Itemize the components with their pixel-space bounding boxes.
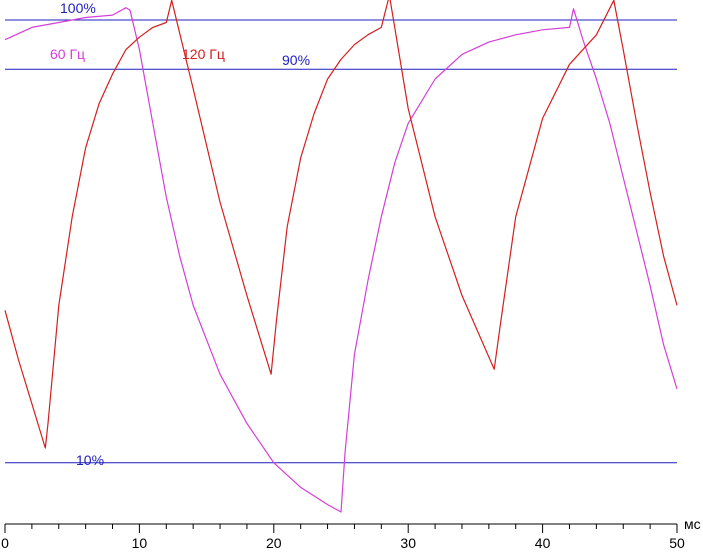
ref-label-100: 100% (60, 0, 96, 16)
legend-label-120hz: 120 Гц (182, 46, 225, 62)
x-tick-label: 40 (535, 535, 551, 551)
x-axis: 0 10 20 30 40 50 (1, 523, 685, 551)
x-tick-label: 0 (1, 535, 9, 551)
ref-label-10: 10% (76, 452, 104, 468)
x-tick-label: 10 (132, 535, 148, 551)
x-tick-label: 20 (266, 535, 282, 551)
series-lines (4, 0, 678, 513)
x-unit-label: мс (684, 516, 701, 532)
series-line-120hz (4, 0, 678, 449)
chart-labels: 100% 90% 10% 60 Гц 120 Гц мс (50, 0, 701, 532)
ref-label-90: 90% (282, 52, 310, 68)
series-line-60hz (4, 7, 678, 513)
reference-lines (5, 19, 677, 464)
legend-label-60hz: 60 Гц (50, 46, 85, 62)
x-tick-label: 50 (669, 535, 685, 551)
x-tick-label: 30 (400, 535, 416, 551)
